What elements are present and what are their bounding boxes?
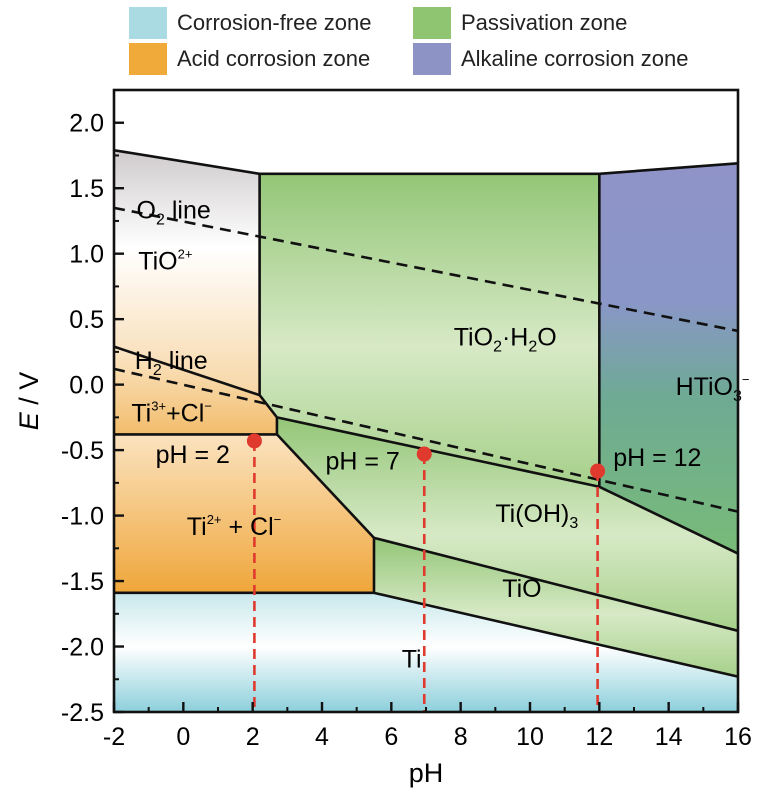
legend-label-passivation: Passivation zone xyxy=(461,10,628,35)
region-labels: TiO2+​ O2​ line H2​ line Ti3+​+Cl−​ Ti2+​ + … xyxy=(131,196,749,673)
phase-boundaries xyxy=(113,148,739,678)
marker-ph-2 xyxy=(246,433,262,449)
label-ti-oh-3: Ti(OH)3​ xyxy=(495,500,578,532)
label-ti2-cl: Ti2+​ + Cl−​ xyxy=(187,512,281,541)
legend: Corrosion-free zone Passivation zone Aci… xyxy=(0,0,768,76)
legend-label-alkaline-corrosion: Alkaline corrosion zone xyxy=(461,46,689,71)
label-o2-line: O2​ line xyxy=(137,196,211,228)
x-tick-label-5: 8 xyxy=(454,723,468,751)
phase-boundary-0 xyxy=(113,148,739,176)
region-ti2-cl xyxy=(114,434,374,593)
label-tio2-h2o: TiO2​·H2​O xyxy=(454,323,557,355)
label-tio2: TiO2+​ xyxy=(138,246,192,275)
label-ph-7: pH = 7 xyxy=(325,448,399,476)
y-tick-label-1: -2.0 xyxy=(61,634,104,662)
region-htio3 xyxy=(599,163,738,554)
label-h2-line: H2​ line xyxy=(135,347,208,379)
phase-boundary-5 xyxy=(373,536,739,633)
y-tick-label-6: 0.5 xyxy=(69,306,104,334)
y-tick-label-0: -2.5 xyxy=(61,699,104,727)
y-tick-label-5: 0.0 xyxy=(69,372,104,400)
x-tick-label-4: 6 xyxy=(384,723,398,751)
region-ti3-cl xyxy=(114,346,277,435)
y-tick-label-7: 1.0 xyxy=(69,241,104,269)
axes: -2 0 2 4 6 8 10 12 14 16 -2.5 -2.0 -1.5 -1.0 -0.5 0.0 0.… xyxy=(61,88,752,751)
y-tick-label-3: -1.0 xyxy=(61,503,104,531)
region-ti xyxy=(114,592,738,712)
y-tick-label-4: -0.5 xyxy=(61,437,104,465)
legend-item-passivation: Passivation zone xyxy=(413,7,627,39)
y-tick-label-9: 2.0 xyxy=(69,110,104,138)
legend-label-acid-corrosion: Acid corrosion zone xyxy=(177,46,371,71)
x-axis-title: pH xyxy=(409,758,444,788)
x-tick-label-9: 16 xyxy=(724,723,752,751)
x-tick-label-7: 12 xyxy=(585,723,613,751)
legend-item-alkaline-corrosion: Alkaline corrosion zone xyxy=(413,43,688,75)
legend-swatch-acid-corrosion xyxy=(129,43,167,75)
y-tick-label-8: 1.5 xyxy=(69,175,104,203)
x-tick-label-2: 2 xyxy=(246,723,260,751)
legend-swatch-alkaline-corrosion xyxy=(413,43,451,75)
x-tick-label-8: 14 xyxy=(655,723,683,751)
region-tio2 xyxy=(114,150,260,396)
legend-swatch-corrosion-free xyxy=(129,7,167,39)
marker-ph-12 xyxy=(590,463,606,479)
water-stability-lines xyxy=(113,206,739,513)
label-tio: TiO xyxy=(502,575,541,603)
x-tick-label-0: -2 xyxy=(103,723,125,751)
legend-swatch-passivation xyxy=(413,7,451,39)
y-axis-title: E / V xyxy=(14,372,44,431)
region-ti-oh-3 xyxy=(276,417,738,631)
x-tick-label-6: 10 xyxy=(516,723,544,751)
label-ph-2: pH = 2 xyxy=(156,441,230,469)
phase-boundary-1 xyxy=(258,173,376,593)
label-ti: Ti xyxy=(402,645,422,673)
region-tio xyxy=(374,537,738,677)
phase-boundary-4 xyxy=(114,591,739,678)
legend-item-acid-corrosion: Acid corrosion zone xyxy=(129,43,370,75)
x-tick-label-3: 4 xyxy=(315,723,329,751)
x-tick-label-1: 0 xyxy=(176,723,190,751)
legend-item-corrosion-free: Corrosion-free zone xyxy=(129,7,371,39)
regions xyxy=(114,150,738,712)
label-ph-12: pH = 12 xyxy=(613,444,701,472)
y-tick-label-2: -1.5 xyxy=(61,568,104,596)
marker-ph-7 xyxy=(416,446,432,462)
phase-boundary-2 xyxy=(113,345,261,397)
state-markers xyxy=(246,433,606,479)
label-ti3-cl: Ti3+​+Cl−​ xyxy=(131,398,212,427)
marker-drop-lines xyxy=(253,440,599,712)
o2-line xyxy=(113,206,739,333)
legend-label-corrosion-free: Corrosion-free zone xyxy=(177,10,372,35)
